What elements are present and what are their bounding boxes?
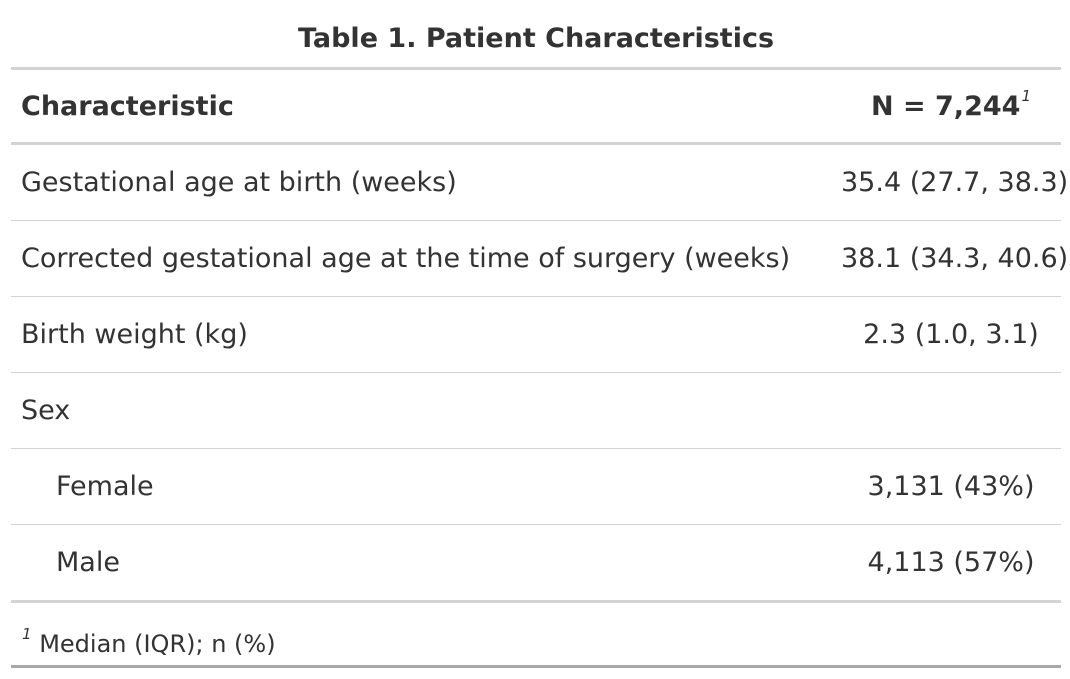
column-header-n-label: N = 7,244 xyxy=(871,90,1021,122)
row-label-birth-weight: Birth weight (kg) xyxy=(11,296,821,373)
row-value-gestational-age: 35.4 (27.7, 38.3) xyxy=(841,167,1069,198)
row-label-male: Male xyxy=(11,524,821,603)
row-value-male: 4,113 (57%) xyxy=(821,524,1061,603)
table-row: Sex xyxy=(11,372,1061,449)
table-row: Corrected gestational age at the time of… xyxy=(11,220,1068,297)
row-label-corrected-gestational-age: Corrected gestational age at the time of… xyxy=(11,220,821,297)
row-value-sex xyxy=(821,372,1061,449)
footnote-text: Median (IQR); n (%) xyxy=(39,630,276,658)
row-label-female: Female xyxy=(11,448,821,525)
column-header-characteristic: Characteristic xyxy=(11,70,821,145)
table-row: Gestational age at birth (weeks) 35.4 (2… xyxy=(11,144,1069,221)
row-label-gestational-age: Gestational age at birth (weeks) xyxy=(21,167,457,198)
footnote-mark: 1 xyxy=(22,625,32,643)
column-header-n: N = 7,2441 xyxy=(821,70,1061,145)
table-row: Birth weight (kg) 2.3 (1.0, 3.1) xyxy=(11,296,1061,373)
header-row: Characteristic N = 7,2441 xyxy=(11,70,1061,145)
row-value-corrected-gestational-age: 38.1 (34.3, 40.6) xyxy=(821,220,1068,297)
patient-characteristics-table: Table 1. Patient Characteristics Charact… xyxy=(11,0,1069,668)
data-table: Characteristic N = 7,2441 Gestational ag… xyxy=(11,70,1069,603)
table-footnote: 1 Median (IQR); n (%) xyxy=(11,603,1061,668)
table-title: Table 1. Patient Characteristics xyxy=(297,23,775,54)
row-value-female: 3,131 (43%) xyxy=(821,448,1061,525)
table-row: Female 3,131 (43%) xyxy=(11,448,1061,525)
row-value-birth-weight: 2.3 (1.0, 3.1) xyxy=(821,296,1061,373)
footnote-mark: 1 xyxy=(1021,86,1031,105)
row-label-sex: Sex xyxy=(11,372,821,449)
table-row: Male 4,113 (57%) xyxy=(11,524,1061,603)
top-rule xyxy=(11,67,1061,70)
